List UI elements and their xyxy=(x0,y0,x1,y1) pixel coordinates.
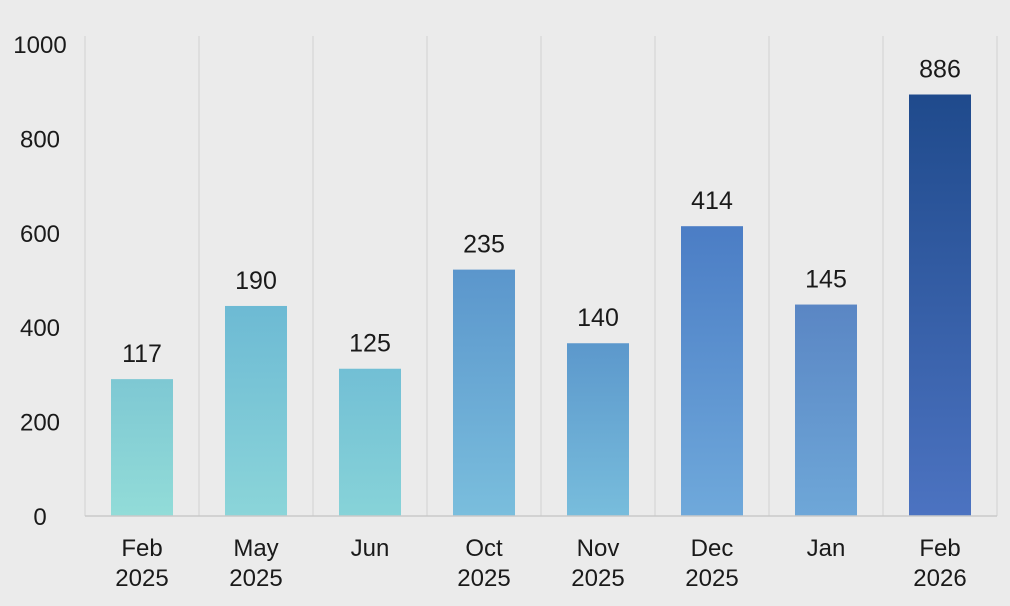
x-tick-label: May xyxy=(233,535,278,562)
x-tick-label: 2025 xyxy=(571,565,624,592)
y-tick-label: 400 xyxy=(20,315,60,342)
x-tick-label: Oct xyxy=(465,535,503,562)
vertical-grid xyxy=(84,36,998,516)
y-axis: 0 200 400 600 800 1000 xyxy=(13,32,66,531)
x-tick-label: Dec xyxy=(691,535,734,562)
y-tick-label: 0 xyxy=(33,504,46,531)
bar-4 xyxy=(567,343,629,516)
data-label: 117 xyxy=(122,340,162,368)
y-tick-label: 800 xyxy=(20,126,60,153)
data-label: 886 xyxy=(919,56,961,84)
data-label: 235 xyxy=(463,231,505,259)
x-tick-label: 2026 xyxy=(913,565,966,592)
x-tick-label: 2025 xyxy=(115,565,168,592)
bar-7 xyxy=(909,94,971,516)
bar-3 xyxy=(453,269,515,516)
x-tick-label: 2025 xyxy=(457,565,510,592)
data-label: 125 xyxy=(349,330,391,358)
y-tick-label: 200 xyxy=(20,410,60,437)
x-tick-label: Feb xyxy=(919,535,960,562)
bar-0 xyxy=(111,379,173,516)
x-tick-label: Nov xyxy=(577,535,620,562)
bars xyxy=(111,94,971,516)
data-label: 145 xyxy=(805,266,847,294)
x-tick-label: Feb xyxy=(121,535,162,562)
data-label: 414 xyxy=(691,187,733,215)
x-tick-label: Jan xyxy=(807,535,846,562)
x-tick-label: 2025 xyxy=(685,565,738,592)
data-labels: 117 190 125 235 140 414 145 886 xyxy=(122,56,961,369)
data-label: 190 xyxy=(235,267,277,295)
x-tick-label: Jun xyxy=(351,535,390,562)
bar-6 xyxy=(795,304,857,516)
x-tick-label: 2025 xyxy=(229,565,282,592)
x-axis: Feb 2025 May 2025 Jun Oct 2025 Nov 2025 Dec 2025 Ja… xyxy=(85,515,997,592)
y-tick-label: 1000 xyxy=(13,32,66,59)
bar-2 xyxy=(339,368,401,516)
y-tick-label: 600 xyxy=(20,221,60,248)
bar-1 xyxy=(225,305,287,516)
bar-5 xyxy=(681,226,743,516)
data-label: 140 xyxy=(577,304,619,332)
